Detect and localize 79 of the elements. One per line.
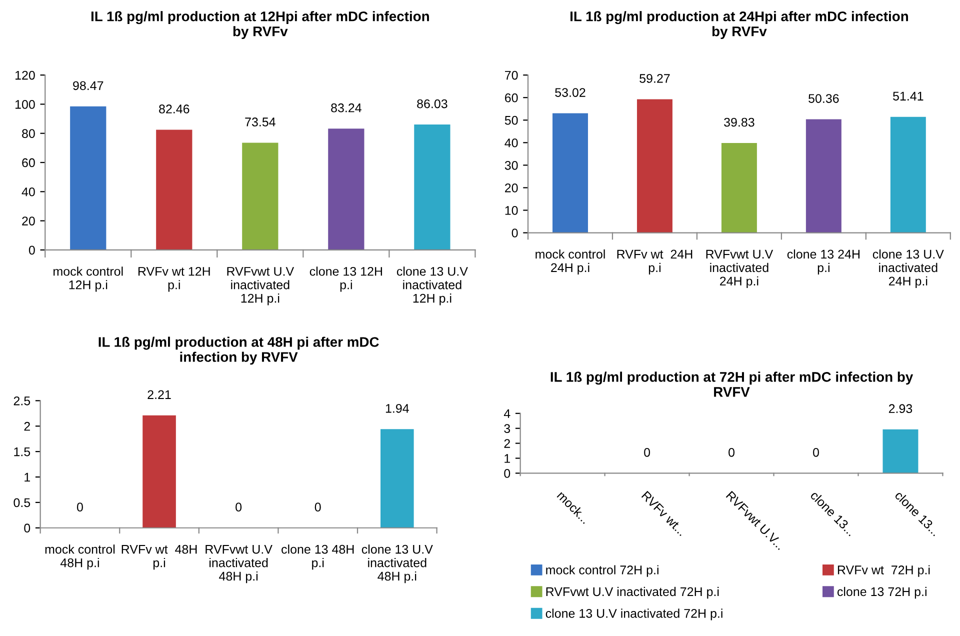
bar [414,124,450,250]
y-tick-label: 2 [24,422,30,431]
y-tick-label: 50 [504,116,518,125]
chart-title: IL 1ß pg/ml production at 48H pi after mDC infection by RVFV [98,336,379,365]
x-tick-label: clone 13 U.V inactivated 24H p.i [872,249,944,288]
x-tick-label: clone 13 48H p.i [282,544,354,570]
data-label: 98.47 [73,81,104,90]
y-tick-label: 100 [15,100,35,109]
data-label: 0 [236,502,242,512]
y-tick-label: 0 [504,468,510,478]
y-tick-label: 1.5 [14,447,30,456]
data-label: 51.41 [893,92,924,101]
bar [890,116,926,233]
data-label: 1.94 [386,404,409,413]
data-label: 86.03 [417,99,448,108]
bar [328,128,364,250]
data-label: 0 [644,448,650,457]
y-tick-label: 0 [512,228,518,238]
data-label: 50.36 [808,94,839,103]
y-tick-label: 20 [22,216,35,226]
y-tick-label: 1 [504,454,510,463]
x-tick-label: RVFv wt 24H p.i [617,250,692,275]
x-tick-label: RVFvwt U.V inactivated 24H p.i [706,250,774,288]
y-tick-label: 40 [22,187,35,196]
data-label: 0 [813,448,819,457]
data-label: 39.83 [724,118,754,127]
bar [721,143,757,233]
x-tick-label: mock control 48H p.i [45,544,115,570]
data-label: 53.02 [555,88,586,97]
x-tick-label: RVFv wt 48H p.i [122,544,197,570]
data-label: 59.27 [640,74,670,83]
bar [552,113,588,233]
chart-title: IL 1ß pg/ml production at 12Hpi after mDC infection by RVFv [91,11,429,40]
data-label: 0 [76,502,83,512]
x-tick-label: clone 13 U.V inactivated 48H p.i [362,544,433,584]
bar [806,119,842,233]
y-tick-label: 60 [22,158,35,168]
y-tick-label: 2.5 [14,396,30,406]
y-tick-label: 70 [505,70,518,80]
y-tick-label: 40 [504,138,518,148]
y-tick-label: 0 [24,524,30,533]
bar [156,130,192,250]
x-tick-label: mock control 24H p.i [536,249,605,275]
legend-label: mock control 72H p.i [546,565,658,577]
legend-label: clone 13 72H p.i [837,586,926,599]
data-label: 0 [314,502,321,512]
y-tick-label: 0 [28,246,35,255]
data-label: 2.93 [888,404,912,414]
data-label: 82.46 [159,104,190,114]
data-label: 2.21 [148,390,171,399]
x-tick-label: RVFv wt 12H p.i [138,266,210,292]
x-tick-label: mock control 12H p.i [54,266,123,292]
x-tick-label: clone 13 12H p.i [310,266,382,292]
y-tick-label: 20 [505,184,518,192]
chart-title: IL 1ß pg/ml production at 24Hpi after mDC infection by RVFv [570,11,908,40]
data-label: 0 [728,448,735,457]
y-tick-label: 3 [504,424,510,433]
x-tick-label: RVFvwt U.V inactivated 48H p.i [206,545,272,584]
y-tick-label: 60 [505,93,518,102]
bar [70,106,106,250]
y-tick-label: 1 [24,472,30,482]
y-tick-label: 10 [505,206,518,215]
legend-label: clone 13 U.V inactivated 72H p.i [546,608,722,620]
y-tick-label: 2 [504,439,510,448]
chart-title: IL 1ß pg/ml production at 72H pi after mDC infection by RVFV [550,372,914,397]
legend-label: RVFvwt U.V inactivated 72H p.i [546,586,719,599]
y-tick-label: 80 [22,129,35,138]
x-tick-label: RVFvwt U.V inactivated 12H p.i [227,267,294,306]
y-tick-label: 4 [504,409,510,418]
bar [242,142,278,250]
y-tick-label: 30 [504,160,518,170]
data-label: 73.54 [245,118,276,126]
legend-label: RVFv wt 72H p.i [838,565,930,577]
data-label: 83.24 [331,103,362,112]
bar [636,99,672,233]
x-tick-label: clone 13 U.V inactivated 12H p.i [396,266,468,306]
y-tick-label: 120 [15,70,35,80]
x-tick-label: clone 13 24H p.i [787,249,860,275]
y-tick-label: 0.5 [14,498,30,508]
